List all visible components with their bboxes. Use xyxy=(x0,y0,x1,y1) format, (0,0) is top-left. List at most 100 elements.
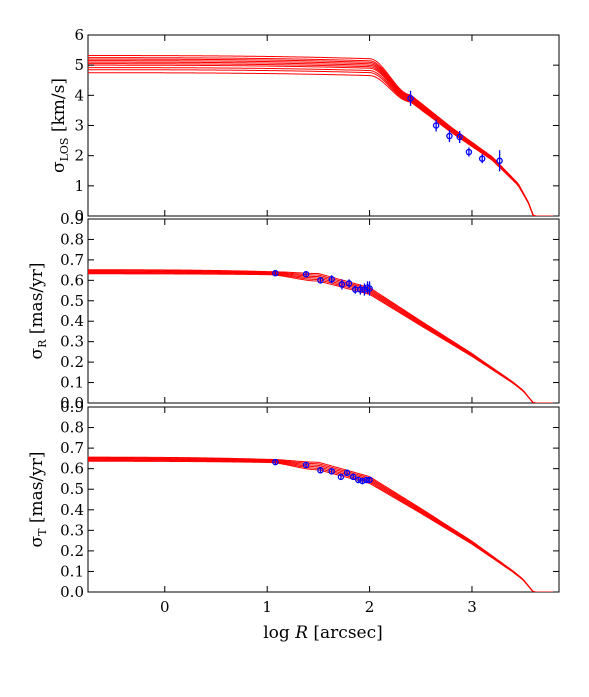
y-tick-label: 0.1 xyxy=(60,374,84,392)
y-tick-label: 0.1 xyxy=(60,562,84,580)
data-point xyxy=(359,477,366,485)
y-tick-label: 6 xyxy=(74,26,84,44)
y-tick-label: 0.9 xyxy=(60,210,84,228)
data-point xyxy=(446,132,453,140)
model-curve xyxy=(88,64,559,216)
data-point xyxy=(407,95,414,102)
model-curves xyxy=(88,456,559,592)
data-point xyxy=(366,476,373,484)
y-tick-label: 0.2 xyxy=(60,542,84,560)
model-curve xyxy=(88,72,559,216)
model-curve xyxy=(88,460,559,592)
y-tick-label: 1 xyxy=(74,177,84,195)
y-tick-label: 0.7 xyxy=(60,251,84,269)
y-tick-label: 0.4 xyxy=(60,501,84,519)
y-tick-label: 0.3 xyxy=(60,521,84,539)
y-tick-label: 0.6 xyxy=(60,271,84,289)
y-tick-label: 0.2 xyxy=(60,353,84,371)
data-point xyxy=(272,269,279,277)
data-points xyxy=(407,90,503,172)
y-tick-label: 0.5 xyxy=(60,292,84,310)
y-ticks: 0.0 0.1 0.2 0.3 0.4 0.5 0.6 0.7 0.8 0.9 xyxy=(60,210,559,412)
data-point xyxy=(345,280,353,287)
model-curve xyxy=(88,459,559,592)
data-point xyxy=(317,467,324,474)
data-points xyxy=(272,269,373,296)
y-ticks: 0.0 0.1 0.2 0.3 0.4 0.5 0.6 0.7 0.8 0.9 xyxy=(60,398,559,601)
y-tick-label: 0.3 xyxy=(60,333,84,351)
model-curve xyxy=(88,69,559,216)
y-tick-label: 2 xyxy=(74,147,84,165)
data-point xyxy=(272,458,279,466)
model-curve xyxy=(88,58,559,216)
data-point xyxy=(343,469,351,477)
model-curve xyxy=(88,270,559,403)
x-tick-label: 2 xyxy=(365,598,375,616)
model-curve xyxy=(88,272,559,403)
y-tick-label: 0.7 xyxy=(60,439,84,457)
y-axis-label: σR [mas/yr] xyxy=(27,262,49,359)
data-point xyxy=(337,473,345,481)
model-curves xyxy=(88,55,559,216)
model-curve xyxy=(88,67,559,216)
data-point xyxy=(355,476,362,484)
x-ticks xyxy=(164,219,473,403)
model-curve xyxy=(88,61,559,216)
model-curve xyxy=(88,458,559,592)
y-tick-label: 0.6 xyxy=(60,460,84,478)
x-ticks: 0 1 2 3 xyxy=(160,407,477,616)
plot-frame xyxy=(87,218,560,404)
panel-radial-dispersion: 0.0 0.1 0.2 0.3 0.4 0.5 0.6 0.7 0.8 0.9 σR [mas/y… xyxy=(27,210,560,412)
y-tick-label: 0.5 xyxy=(60,480,84,498)
data-point xyxy=(328,468,335,475)
model-curve xyxy=(88,273,559,403)
x-axis-label: log R [arcsec] xyxy=(263,623,383,643)
model-curve xyxy=(88,60,559,216)
model-curve xyxy=(88,456,559,592)
data-point xyxy=(496,157,503,165)
data-point xyxy=(338,281,346,288)
data-point xyxy=(357,286,364,293)
y-tick-label: 5 xyxy=(74,56,84,74)
data-point xyxy=(302,270,310,278)
y-ticks: 0 1 2 3 4 5 6 xyxy=(74,26,559,225)
y-axis-label: σLOS [km/s] xyxy=(49,78,71,173)
x-tick-label: 3 xyxy=(467,598,477,616)
model-curve xyxy=(88,270,559,403)
data-points xyxy=(272,458,373,485)
model-curve xyxy=(88,55,559,216)
y-axis-label: σT [mas/yr] xyxy=(27,451,49,547)
x-ticks xyxy=(164,35,473,216)
model-curve xyxy=(88,459,559,592)
model-curve xyxy=(88,271,559,403)
data-point xyxy=(328,276,335,283)
panel-tangential-dispersion: 0.0 0.1 0.2 0.3 0.4 0.5 0.6 0.7 0.8 0.9 0 1 2 3 σT [… xyxy=(27,398,560,616)
model-curve xyxy=(88,63,559,216)
data-point xyxy=(456,133,463,141)
x-tick-label: 0 xyxy=(160,598,170,616)
model-curves xyxy=(88,269,559,403)
data-point xyxy=(465,148,473,156)
model-curve xyxy=(88,457,559,592)
plot-frame xyxy=(87,406,560,593)
data-point xyxy=(478,155,486,162)
y-tick-label: 0.8 xyxy=(60,419,84,437)
data-point xyxy=(317,277,324,284)
y-tick-label: 0.0 xyxy=(60,394,84,412)
y-tick-label: 0 xyxy=(74,207,84,225)
y-tick-label: 0.8 xyxy=(60,230,84,248)
model-curve xyxy=(88,269,559,403)
data-point xyxy=(432,122,440,129)
y-tick-label: 4 xyxy=(74,86,84,104)
model-curve xyxy=(88,57,559,216)
y-tick-label: 0.0 xyxy=(60,583,84,601)
data-point xyxy=(349,473,357,481)
panel-los-dispersion: 0 1 2 3 4 5 6 σLOS [km/s] xyxy=(49,26,560,225)
y-tick-label: 0.9 xyxy=(60,398,84,416)
x-tick-label: 1 xyxy=(262,598,272,616)
data-point xyxy=(302,461,310,469)
y-tick-label: 3 xyxy=(74,117,84,135)
data-point xyxy=(366,285,373,292)
y-tick-label: 0.4 xyxy=(60,312,84,330)
